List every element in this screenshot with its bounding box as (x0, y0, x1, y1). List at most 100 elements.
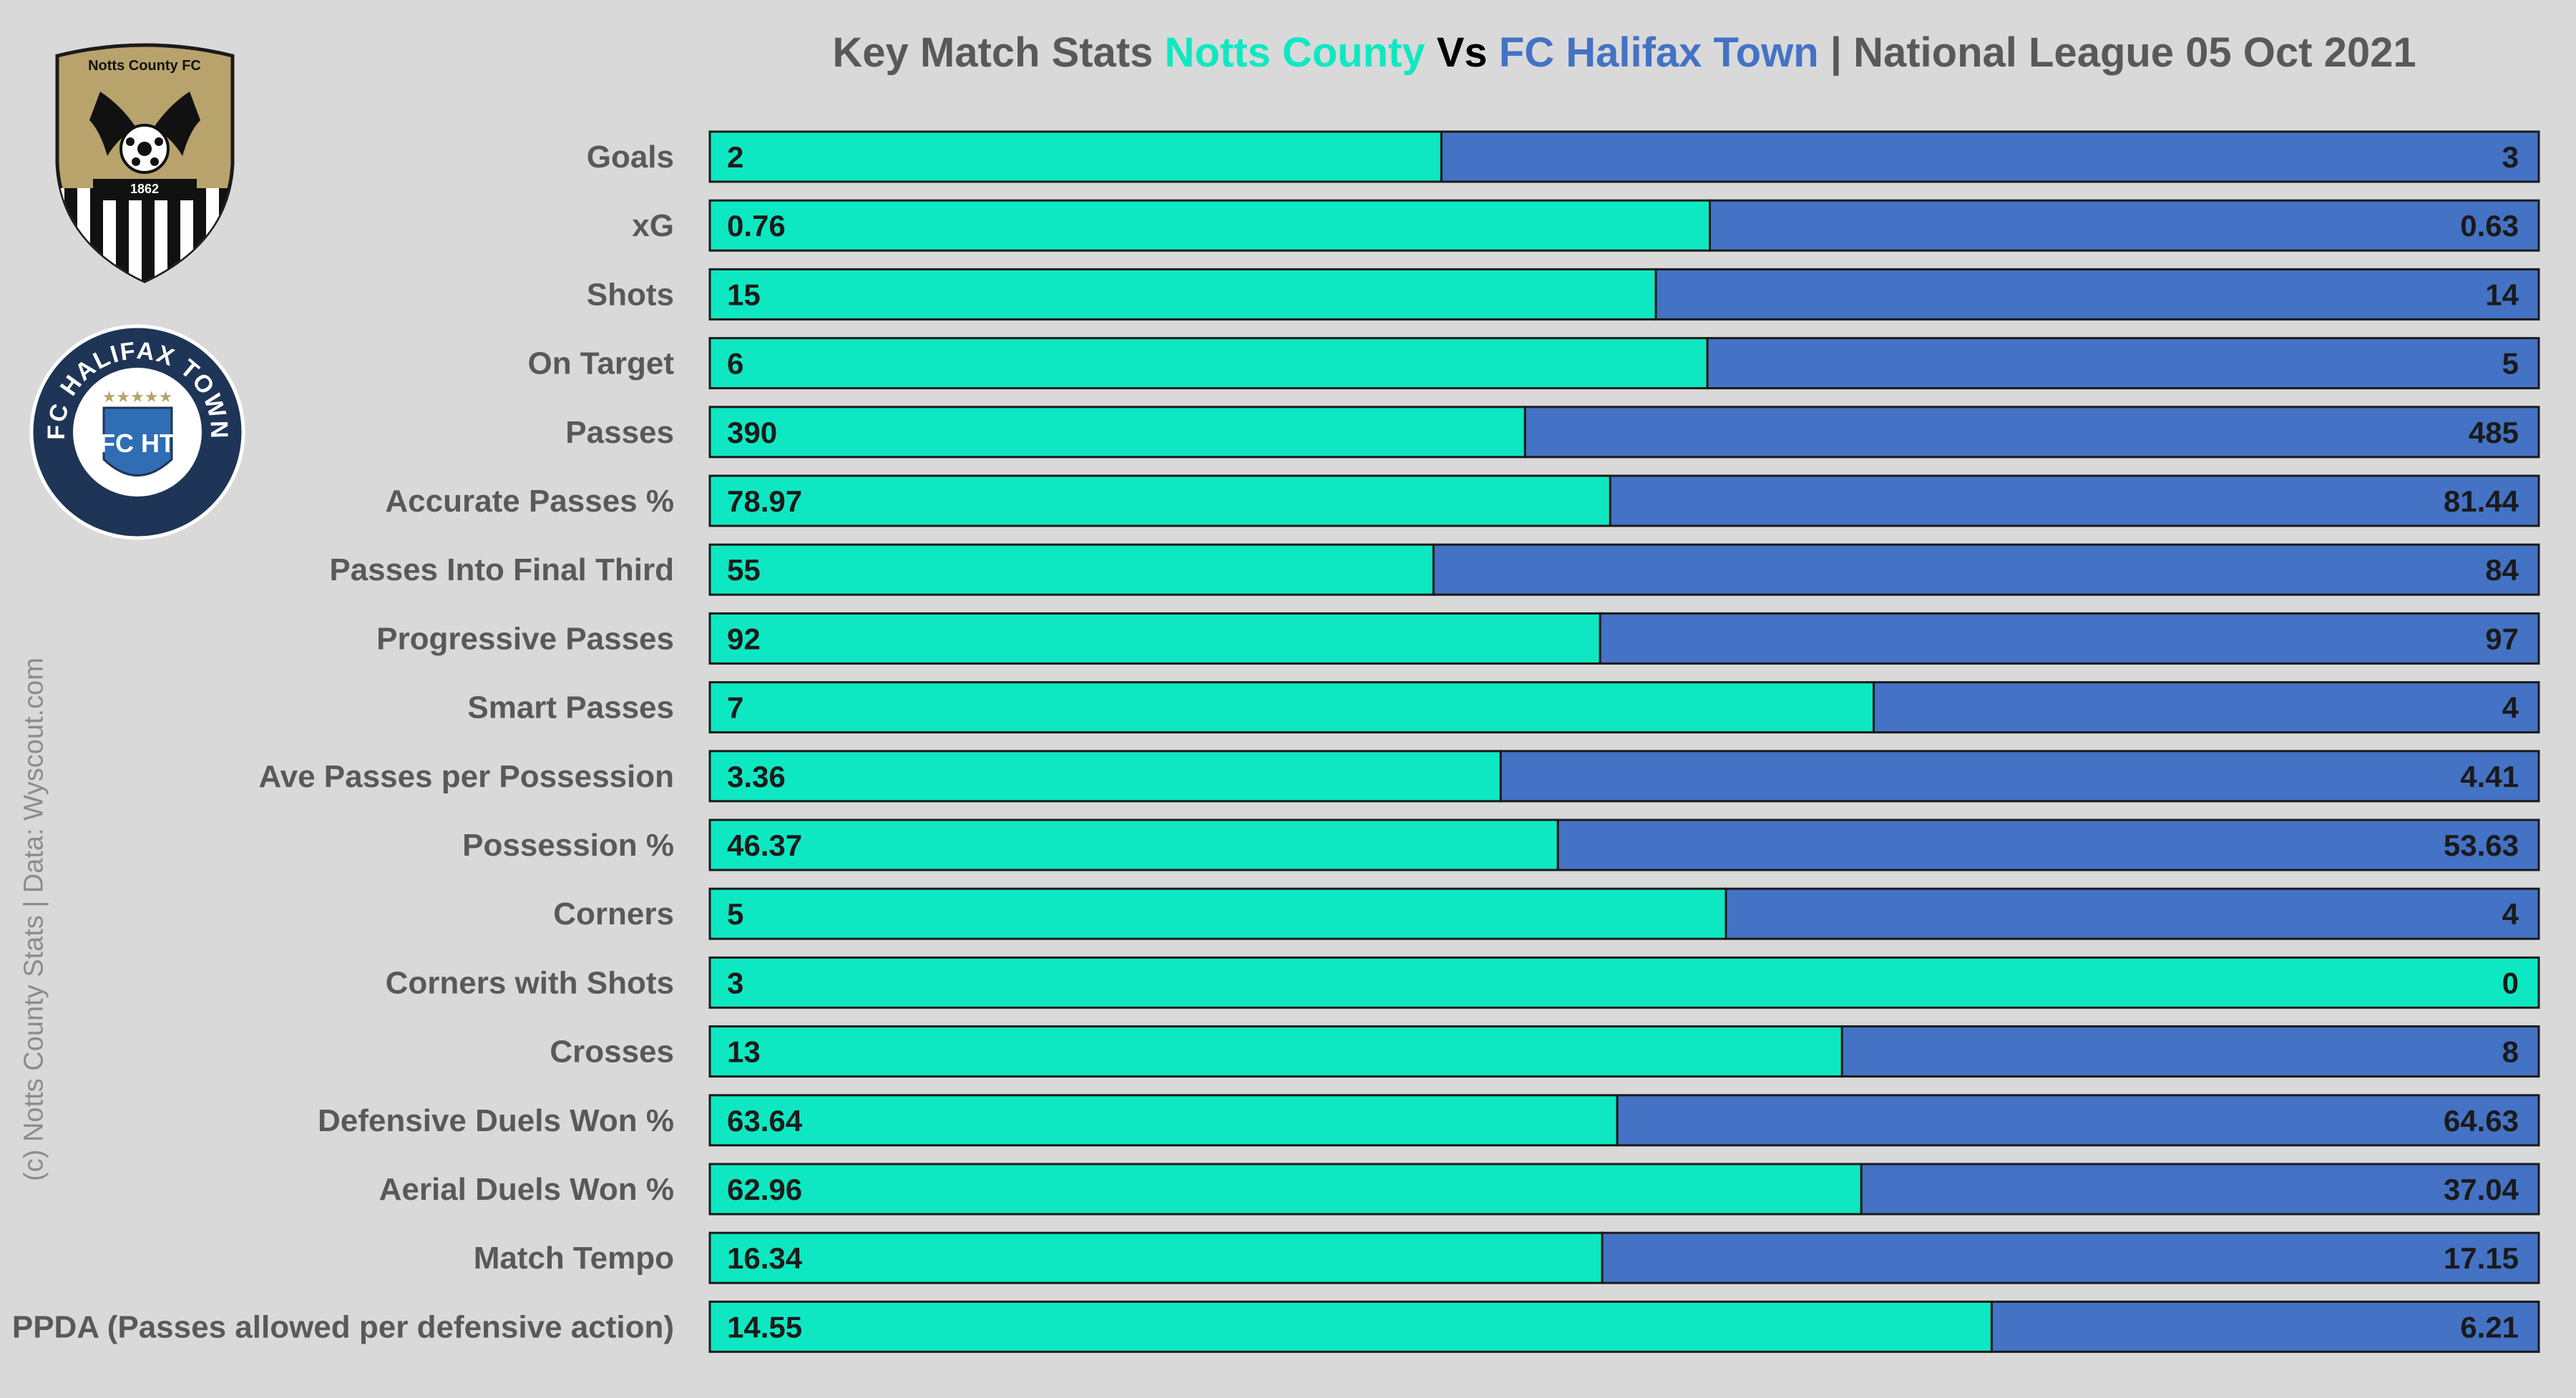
stat-row: Possession % 46.37 53.63 (462, 818, 2540, 871)
stat-row: Match Tempo 16.34 17.15 (474, 1231, 2540, 1284)
home-value-label: 78.97 (727, 484, 802, 518)
home-bar (708, 1094, 1619, 1147)
category-label: Crosses (550, 1035, 674, 1070)
home-bar (708, 612, 1601, 665)
category-label: Accurate Passes % (385, 484, 674, 519)
stat-row: Accurate Passes % 78.97 81.44 (385, 474, 2540, 527)
away-bar (1873, 681, 2540, 734)
home-bar (708, 199, 1712, 252)
category-label: Passes (565, 415, 674, 450)
away-bar (1840, 1025, 2540, 1078)
away-value-label: 3 (2502, 140, 2519, 174)
home-value-label: 390 (727, 416, 777, 449)
away-bar (1609, 474, 2540, 527)
home-value-label: 63.64 (727, 1104, 803, 1138)
home-bar (708, 1163, 1863, 1216)
category-label: Possession % (462, 828, 674, 863)
category-label: Progressive Passes (376, 621, 674, 656)
title-prefix: Key Match Stats (832, 29, 1153, 76)
away-bar (1860, 1163, 2540, 1216)
stat-row: Defensive Duels Won % 63.64 64.63 (318, 1094, 2540, 1147)
home-bar (708, 818, 1559, 871)
away-bar (1709, 199, 2540, 252)
away-bar (1724, 887, 2540, 940)
crest-year: 1862 (130, 182, 159, 196)
stat-row: Corners 5 4 (553, 887, 2540, 940)
fc-halifax-town-badge-icon: FC HALIFAX TOWN THE SHAYMEN ★★★★★ FC HT (29, 324, 245, 540)
home-value-label: 3 (727, 966, 743, 999)
away-value-label: 0 (2502, 966, 2519, 999)
notts-county-crest-icon: 1862 Notts County FC (55, 43, 235, 283)
away-bar (1499, 750, 2540, 803)
away-bar (1990, 1300, 2540, 1353)
category-label: Corners (553, 896, 674, 932)
badge-monogram: FC HT (99, 429, 175, 458)
away-value-label: 84 (2485, 553, 2519, 587)
stat-row: Smart Passes 7 4 (467, 681, 2540, 734)
home-value-label: 7 (727, 691, 743, 725)
home-bar (708, 1300, 1993, 1353)
category-label: Smart Passes (467, 690, 674, 725)
home-bar (708, 406, 1526, 459)
title-home-team: Notts County (1164, 29, 1425, 76)
category-label: Aerial Duels Won % (379, 1172, 674, 1207)
away-bar (1601, 1231, 2540, 1284)
home-value-label: 55 (727, 553, 761, 587)
home-value-label: 46.37 (727, 828, 802, 862)
away-bar (1654, 268, 2540, 321)
stat-row: Passes 390 485 (565, 406, 2540, 459)
home-bar (708, 1231, 1604, 1284)
home-value-label: 5 (727, 897, 743, 931)
home-value-label: 15 (727, 278, 761, 311)
away-value-label: 37.04 (2444, 1173, 2519, 1206)
stat-row: xG 0.76 0.63 (632, 199, 2540, 252)
stat-row: Crosses 13 8 (550, 1025, 2540, 1078)
home-bar (708, 130, 1443, 183)
away-value-label: 4 (2502, 897, 2519, 931)
stat-row: On Target 6 5 (527, 337, 2540, 390)
home-bar (708, 1025, 1843, 1078)
away-value-label: 97 (2485, 622, 2519, 655)
stat-row: PPDA (Passes allowed per defensive actio… (12, 1300, 2540, 1353)
svg-text:★★★★★: ★★★★★ (102, 388, 173, 406)
away-value-label: 14 (2485, 278, 2519, 311)
away-value-label: 5 (2502, 347, 2519, 381)
category-label: Defensive Duels Won % (318, 1103, 674, 1138)
away-bar (1706, 337, 2540, 390)
away-value-label: 81.44 (2444, 484, 2519, 518)
category-label: Shots (587, 277, 674, 312)
away-bar (1432, 543, 2540, 596)
stat-row: Shots 15 14 (587, 268, 2540, 321)
home-value-label: 2 (727, 140, 743, 174)
home-bar (708, 268, 1657, 321)
title-away-team: FC Halifax Town (1498, 29, 1819, 76)
away-value-label: 64.63 (2444, 1104, 2519, 1138)
home-bar (708, 956, 2540, 1009)
home-value-label: 62.96 (727, 1173, 802, 1206)
category-label: Passes Into Final Third (329, 552, 674, 587)
home-value-label: 13 (727, 1035, 761, 1069)
home-value-label: 16.34 (727, 1241, 803, 1275)
away-value-label: 4 (2502, 691, 2519, 725)
stat-row: Aerial Duels Won % 62.96 37.04 (379, 1163, 2540, 1216)
home-value-label: 3.36 (727, 760, 786, 793)
home-bar (708, 543, 1435, 596)
home-value-label: 92 (727, 622, 761, 655)
stat-row: Ave Passes per Possession 3.36 4.41 (259, 750, 2540, 803)
home-value-label: 6 (727, 347, 743, 381)
category-label: Match Tempo (474, 1241, 674, 1276)
crest-name: Notts County FC (88, 58, 201, 74)
category-label: Corners with Shots (386, 965, 674, 1000)
category-label: On Target (527, 346, 674, 381)
home-bar (708, 681, 1875, 734)
away-value-label: 8 (2502, 1035, 2519, 1069)
category-label: Goals (587, 140, 674, 175)
home-bar (708, 887, 1727, 940)
away-bar (1616, 1094, 2540, 1147)
stat-row: Goals 2 3 (587, 130, 2540, 183)
away-value-label: 4.41 (2460, 760, 2519, 793)
stat-row: Corners with Shots 3 0 (386, 956, 2540, 1009)
title-suffix: | National League 05 Oct 2021 (1830, 29, 2416, 76)
